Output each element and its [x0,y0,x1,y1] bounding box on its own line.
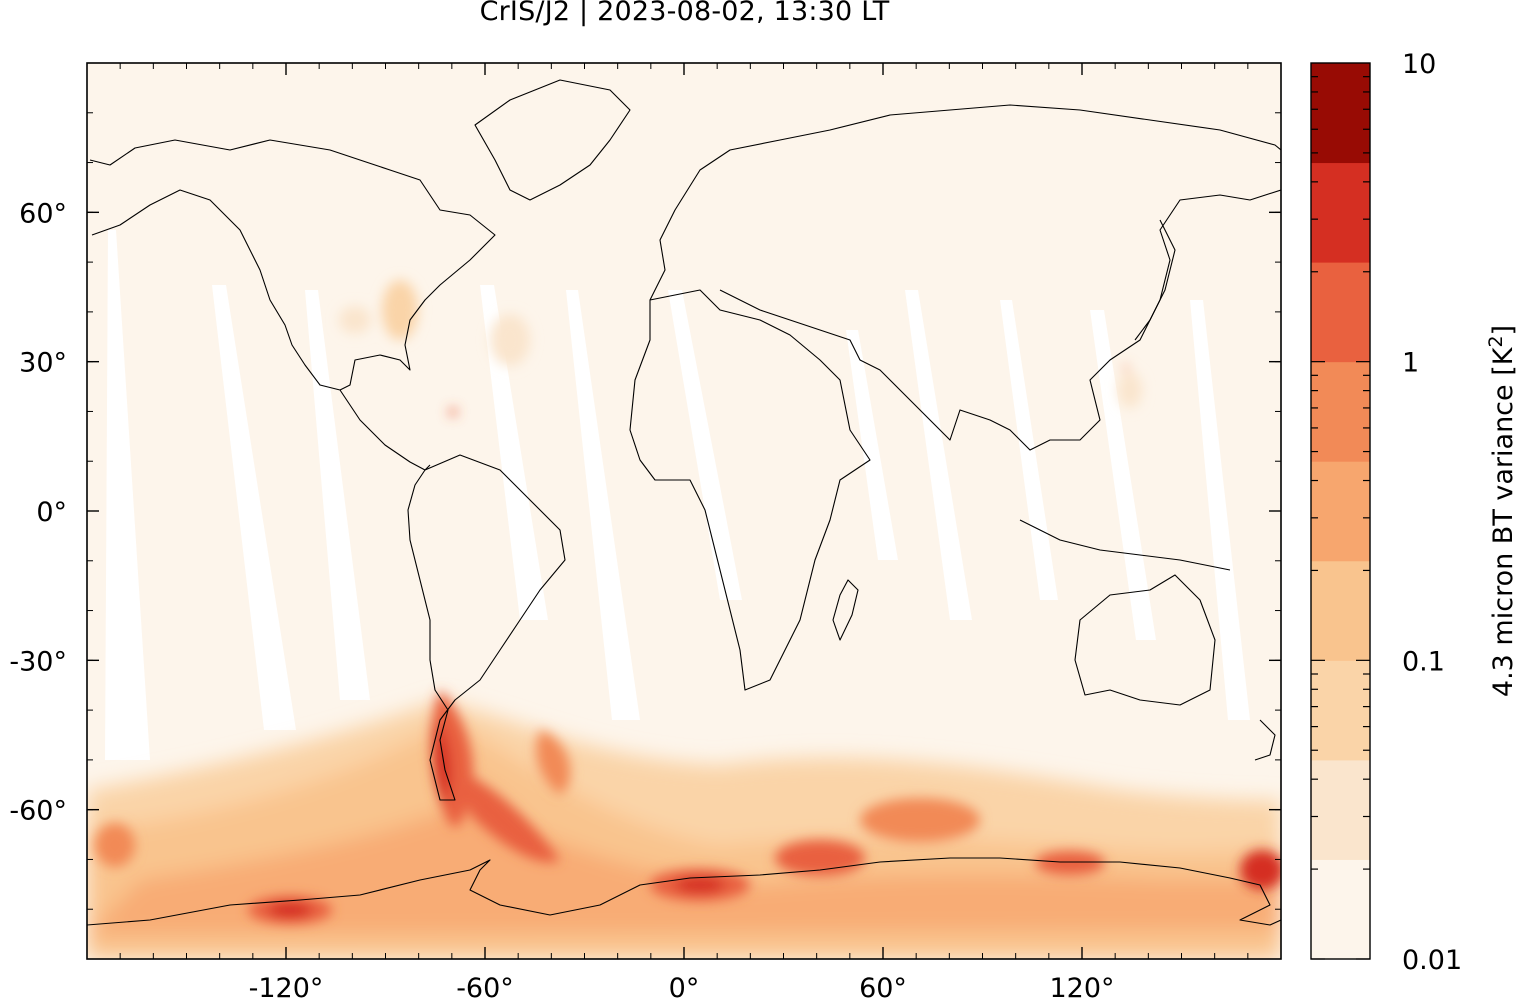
colorbar-tick-label: 0.1 [1402,646,1445,677]
orbit-gap [105,230,150,760]
x-tick-label: -120° [249,973,324,1002]
southern-ocean-band [87,700,1281,959]
orbit-gap [846,330,898,560]
x-tick-label: 60° [859,973,907,1002]
x-tick-label: -60° [456,973,514,1002]
colorbar-block [1311,560,1370,661]
coastline-australia [1074,574,1216,706]
coastline-antarctica [87,857,1281,926]
y-tick-label: 30° [19,348,67,379]
coastline-south-america [407,454,566,801]
map-title: CrIS/J2 | 2023-08-02, 13:30 LT [479,0,890,27]
y-tick-label: -30° [9,646,67,677]
colorbar-block [1311,461,1370,562]
y-tick-label: 0° [36,497,67,528]
colorbar-tick-label: 0.01 [1402,945,1462,976]
orbit-gap [566,290,640,720]
colorbar-block [1311,162,1370,263]
coastline-new-zealand [1254,719,1276,761]
colorbar: 10 1 0.1 0.01 4.3 micron BT variance [K2] [1310,49,1519,976]
coastline-japan [1134,219,1176,341]
x-tick-label: 0° [669,973,700,1002]
coastline-north-america [89,139,496,391]
coastline-africa-eurasia [629,289,871,691]
orbit-gap [668,290,742,600]
colorbar-tick-labels: 10 1 0.1 0.01 [1402,49,1462,976]
colorbar-blocks [1311,63,1370,960]
colorbar-tick-label: 10 [1402,49,1436,80]
orbit-gap [905,290,972,620]
coastline-indonesia [1019,519,1231,571]
colorbar-tick-label: 1 [1402,348,1419,379]
colorbar-title: 4.3 micron BT variance [K2] [1485,325,1519,697]
x-tick-label: 120° [1049,973,1114,1002]
y-tick-label: 60° [19,198,67,229]
coastlines [87,79,1281,926]
orbit-gaps [105,230,1250,760]
variance-features [87,280,1281,959]
x-tick-labels: -120° -60° 0° 60° 120° [249,973,1115,1002]
y-tick-labels: 60° 30° 0° -30° -60° [9,198,67,826]
y-tick-label: -60° [9,796,67,827]
orbit-gap [1090,310,1156,640]
orbit-gap [480,285,548,620]
orbit-gap [1000,300,1058,600]
orbit-gap [212,285,296,730]
colorbar-block [1311,262,1370,363]
coastline-madagascar [832,579,859,641]
map-area [87,63,1281,959]
colorbar-block [1311,63,1370,164]
colorbar-block [1311,660,1370,761]
colorbar-block [1311,859,1370,960]
colorbar-block [1311,759,1370,860]
coastline-greenland [474,79,631,201]
major-ticks [87,63,1281,959]
colorbar-block [1311,361,1370,462]
coastline-eurasia [649,104,1281,451]
orbit-gap [1190,300,1250,720]
colorbar-ticks [1311,76,1370,960]
orbit-gap [305,290,370,700]
colorbar-frame [1310,62,1371,960]
